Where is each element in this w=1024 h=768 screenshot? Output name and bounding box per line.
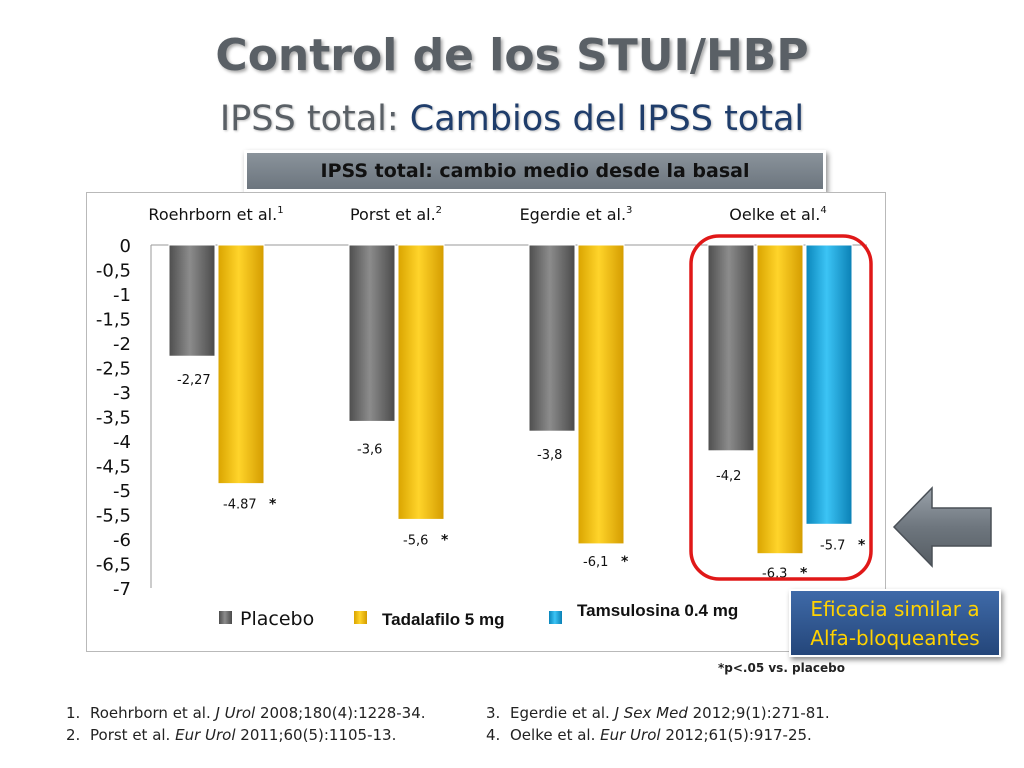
category-label: Oelke et al.4 bbox=[729, 205, 826, 224]
reference-item: 2. Porst et al. Eur Urol 2011;60(5):1105-… bbox=[66, 726, 397, 744]
category-label: Roehrborn et al.1 bbox=[148, 205, 283, 224]
y-tick-label: -5,5 bbox=[96, 506, 131, 527]
y-tick-label: -7 bbox=[113, 579, 131, 600]
significance-star: * bbox=[800, 566, 808, 582]
chart-banner: IPSS total: cambio medio desde la basal bbox=[244, 150, 826, 192]
significance-footnote: *p<.05 vs. placebo bbox=[718, 661, 845, 675]
highlight-ring bbox=[689, 234, 873, 581]
data-label: -2,27 bbox=[177, 373, 211, 388]
y-tick-label: -2 bbox=[113, 334, 131, 355]
category-label: Egerdie et al.3 bbox=[520, 205, 633, 224]
y-tick-label: -3,5 bbox=[96, 408, 131, 429]
bar-tadalafilo bbox=[756, 244, 804, 555]
y-tick-label: -1,5 bbox=[96, 310, 131, 331]
y-tick-label: -5 bbox=[113, 481, 131, 502]
bar-placebo bbox=[528, 244, 576, 432]
reference-item: 4. Oelke et al. Eur Urol 2012;61(5):917-2… bbox=[486, 726, 812, 744]
bar-placebo bbox=[707, 244, 755, 452]
data-label: -5,6 bbox=[403, 533, 428, 548]
bar-chart: 0 -0,5 -1 -1,5 -2 -2,5 -3 -3,5 -4 -4,5 -5 -5,5 -6 -6,… bbox=[96, 205, 873, 630]
legend-swatch bbox=[549, 611, 562, 624]
bar-tadalafilo bbox=[217, 244, 265, 485]
bar-placebo bbox=[168, 244, 216, 357]
references-right: 3. Egerdie et al. J Sex Med 2012;9(1):271… bbox=[486, 702, 830, 746]
bar-placebo bbox=[348, 244, 396, 422]
significance-star: * bbox=[621, 554, 629, 570]
bar-tadalafilo bbox=[577, 244, 625, 545]
y-tick-label: -3 bbox=[113, 383, 131, 404]
y-tick-label: -4 bbox=[113, 432, 131, 453]
slide-title: Control de los STUI/HBP bbox=[215, 30, 809, 81]
bar-tadalafilo bbox=[397, 244, 445, 520]
y-tick-label: -1 bbox=[113, 285, 131, 306]
data-label: -4.87 bbox=[223, 498, 257, 513]
y-tick-label: -6 bbox=[113, 530, 131, 551]
subtitle-part2: Cambios del IPSS total bbox=[409, 99, 805, 139]
y-tick-label: -2,5 bbox=[96, 359, 131, 380]
left-arrow-icon bbox=[892, 484, 994, 570]
efficacy-line2: Alfa-bloqueantes bbox=[810, 626, 980, 650]
legend-label: Placebo bbox=[240, 608, 314, 630]
significance-star: * bbox=[441, 532, 449, 548]
category-label: Porst et al.2 bbox=[350, 205, 442, 224]
subtitle-part1: IPSS total: bbox=[219, 99, 410, 139]
y-tick-label: -0,5 bbox=[96, 261, 131, 282]
legend-swatch bbox=[354, 611, 367, 624]
bar-tamsulosina bbox=[805, 244, 853, 525]
data-label: -4,2 bbox=[716, 469, 741, 484]
data-label: -3,6 bbox=[357, 442, 382, 457]
legend-label: Tamsulosina 0.4 mg bbox=[577, 601, 738, 620]
legend-label: Tadalafilo 5 mg bbox=[382, 610, 505, 629]
data-label: -5.7 bbox=[820, 538, 845, 553]
chart-container: 0 -0,5 -1 -1,5 -2 -2,5 -3 -3,5 -4 -4,5 -5 -5,5 -6 -6,… bbox=[86, 192, 886, 652]
references-left: 1. Roehrborn et al. J Urol 2008;180(4):12… bbox=[66, 702, 426, 746]
y-tick-label: -4,5 bbox=[96, 457, 131, 478]
y-tick-label: -6,5 bbox=[96, 555, 131, 576]
slide-subtitle: IPSS total: Cambios del IPSS total bbox=[0, 99, 1024, 139]
data-label: -3,8 bbox=[537, 448, 562, 463]
significance-star: * bbox=[858, 537, 866, 553]
efficacy-line1: Eficacia similar a bbox=[810, 597, 980, 621]
legend-swatch bbox=[219, 611, 232, 624]
efficacy-callout: Eficacia similar a Alfa-bloqueantes bbox=[789, 589, 1001, 657]
reference-item: 3. Egerdie et al. J Sex Med 2012;9(1):271… bbox=[486, 704, 830, 722]
data-label: -6,1 bbox=[583, 555, 608, 570]
y-tick-label: 0 bbox=[120, 236, 131, 257]
reference-item: 1. Roehrborn et al. J Urol 2008;180(4):12… bbox=[66, 704, 426, 722]
significance-star: * bbox=[269, 497, 277, 513]
